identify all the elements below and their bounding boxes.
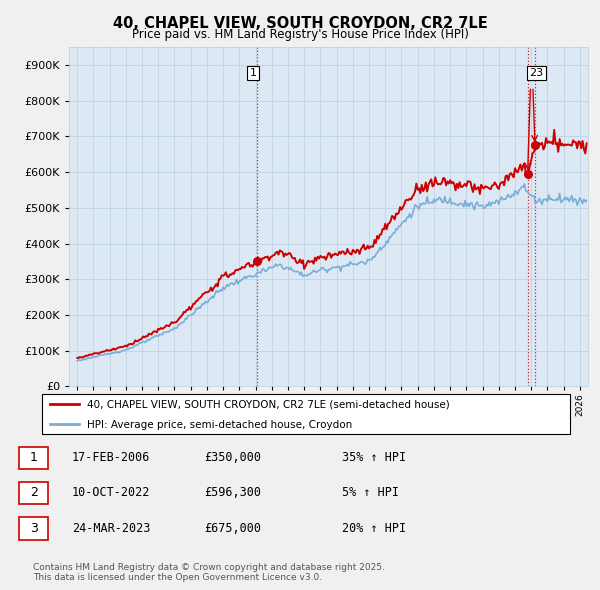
Text: 1: 1 <box>29 451 38 464</box>
Text: 40, CHAPEL VIEW, SOUTH CROYDON, CR2 7LE: 40, CHAPEL VIEW, SOUTH CROYDON, CR2 7LE <box>113 16 487 31</box>
Text: HPI: Average price, semi-detached house, Croydon: HPI: Average price, semi-detached house,… <box>87 420 352 430</box>
Text: 3: 3 <box>29 522 38 535</box>
Text: £350,000: £350,000 <box>204 451 261 464</box>
Text: 10-OCT-2022: 10-OCT-2022 <box>72 486 151 499</box>
Text: 20% ↑ HPI: 20% ↑ HPI <box>342 522 406 535</box>
Text: Contains HM Land Registry data © Crown copyright and database right 2025.: Contains HM Land Registry data © Crown c… <box>33 563 385 572</box>
Text: Price paid vs. HM Land Registry's House Price Index (HPI): Price paid vs. HM Land Registry's House … <box>131 28 469 41</box>
Text: 17-FEB-2006: 17-FEB-2006 <box>72 451 151 464</box>
Text: 35% ↑ HPI: 35% ↑ HPI <box>342 451 406 464</box>
Text: 24-MAR-2023: 24-MAR-2023 <box>72 522 151 535</box>
Text: This data is licensed under the Open Government Licence v3.0.: This data is licensed under the Open Gov… <box>33 572 322 582</box>
Text: 2: 2 <box>29 486 38 499</box>
Text: 1: 1 <box>250 68 256 78</box>
Text: 40, CHAPEL VIEW, SOUTH CROYDON, CR2 7LE (semi-detached house): 40, CHAPEL VIEW, SOUTH CROYDON, CR2 7LE … <box>87 400 449 410</box>
Text: £596,300: £596,300 <box>204 486 261 499</box>
Text: 23: 23 <box>530 68 544 78</box>
Text: £675,000: £675,000 <box>204 522 261 535</box>
Text: 5% ↑ HPI: 5% ↑ HPI <box>342 486 399 499</box>
